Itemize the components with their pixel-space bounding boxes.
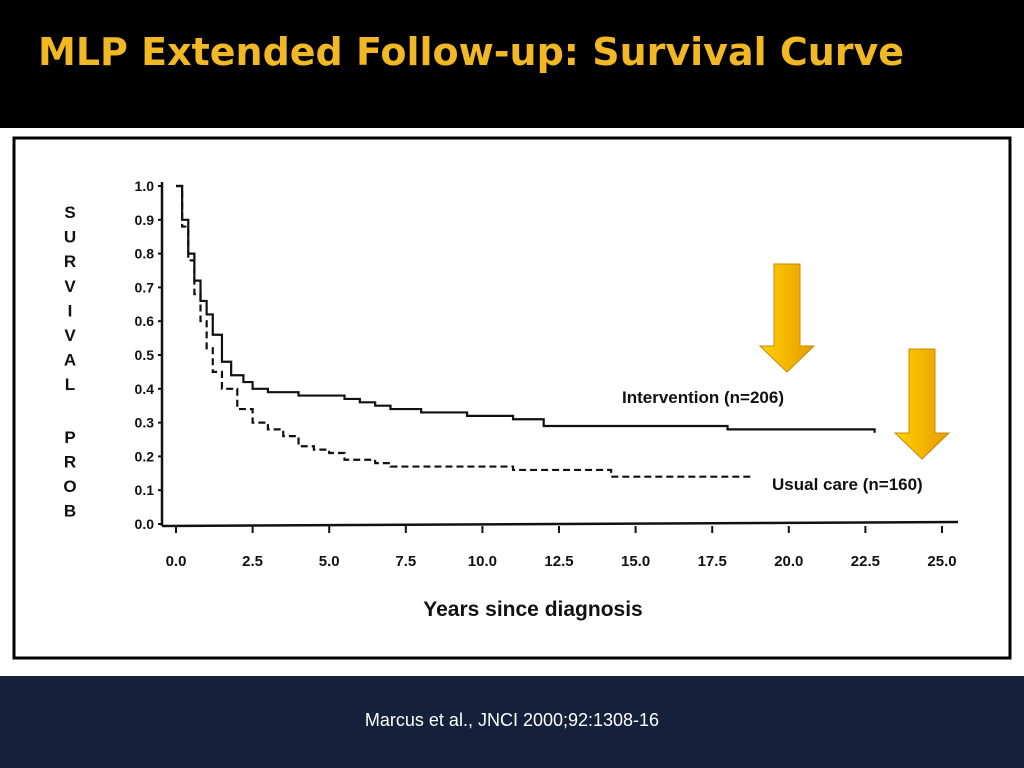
x-tick-label: 5.0 (319, 553, 340, 570)
series-group (176, 184, 876, 478)
x-axis-line (161, 520, 959, 528)
x-tick-label: 22.5 (851, 553, 880, 570)
x-tick-label: 17.5 (698, 553, 727, 570)
x-tick-label: 2.5 (242, 553, 263, 570)
x-tick-label: 12.5 (544, 553, 573, 570)
y-axis-label-letter: R (64, 252, 76, 271)
citation: Marcus et al., JNCI 2000;92:1308-16 (364, 710, 660, 730)
x-tick-label: 7.5 (395, 553, 416, 570)
y-tick-label: 0.1 (135, 482, 155, 498)
y-tick-label: 0.2 (135, 448, 155, 464)
x-tick-label: 15.0 (621, 553, 650, 570)
x-tick-label: 25.0 (927, 553, 956, 570)
y-tick-label: 1.0 (135, 178, 155, 194)
y-tick-label: 0.6 (135, 313, 155, 329)
x-axis-label: Years since diagnosis (423, 598, 642, 621)
intervention-arrow (758, 263, 816, 373)
y-tick-label: 0.5 (135, 347, 155, 363)
y-axis-label-letter: V (64, 277, 76, 296)
usual-care-arrow (893, 348, 951, 460)
y-tick-label: 0.7 (135, 279, 155, 295)
usual-care-curve (176, 184, 753, 478)
y-axis-label-letter: P (64, 428, 75, 447)
y-axis-label-letter: O (63, 477, 76, 496)
y-axis-label-letter: L (65, 375, 75, 394)
y-tick-label: 0.9 (135, 212, 155, 228)
y-tick-label: 0.0 (135, 516, 155, 532)
series-labels: Intervention (n=206) Usual care (n=160) (622, 388, 923, 494)
y-axis-label-letter: U (64, 228, 76, 247)
y-axis-label-letter: S (64, 203, 75, 222)
y-axis-label-letter: I (68, 301, 73, 320)
y-tick-label: 0.8 (135, 246, 155, 262)
y-tick-label: 0.4 (135, 381, 155, 397)
axis-ticks: 0.0 0.1 0.2 0.3 0.4 0.5 0.6 0.7 0.8 0.9 1.0 0.0 2.5 5… (135, 178, 957, 570)
highlight-arrows (758, 263, 951, 460)
y-axis-label-letter: R (64, 452, 76, 471)
footer-band: Marcus et al., JNCI 2000;92:1308-16 (0, 676, 1024, 768)
x-tick-label: 20.0 (774, 553, 803, 570)
y-axis-label-letter: A (64, 351, 76, 370)
y-axis-label-letter: V (64, 326, 76, 345)
usual-care-label: Usual care (n=160) (772, 475, 923, 494)
intervention-label: Intervention (n=206) (622, 388, 784, 407)
y-axis-label-letter: B (64, 502, 76, 521)
y-tick-label: 0.3 (135, 415, 155, 431)
figure-frame (12, 136, 1012, 660)
x-tick-label: 10.0 (468, 553, 497, 570)
slide-title: MLP Extended Follow-up: Survival Curve (38, 30, 905, 74)
x-tick-label: 0.0 (166, 553, 187, 570)
